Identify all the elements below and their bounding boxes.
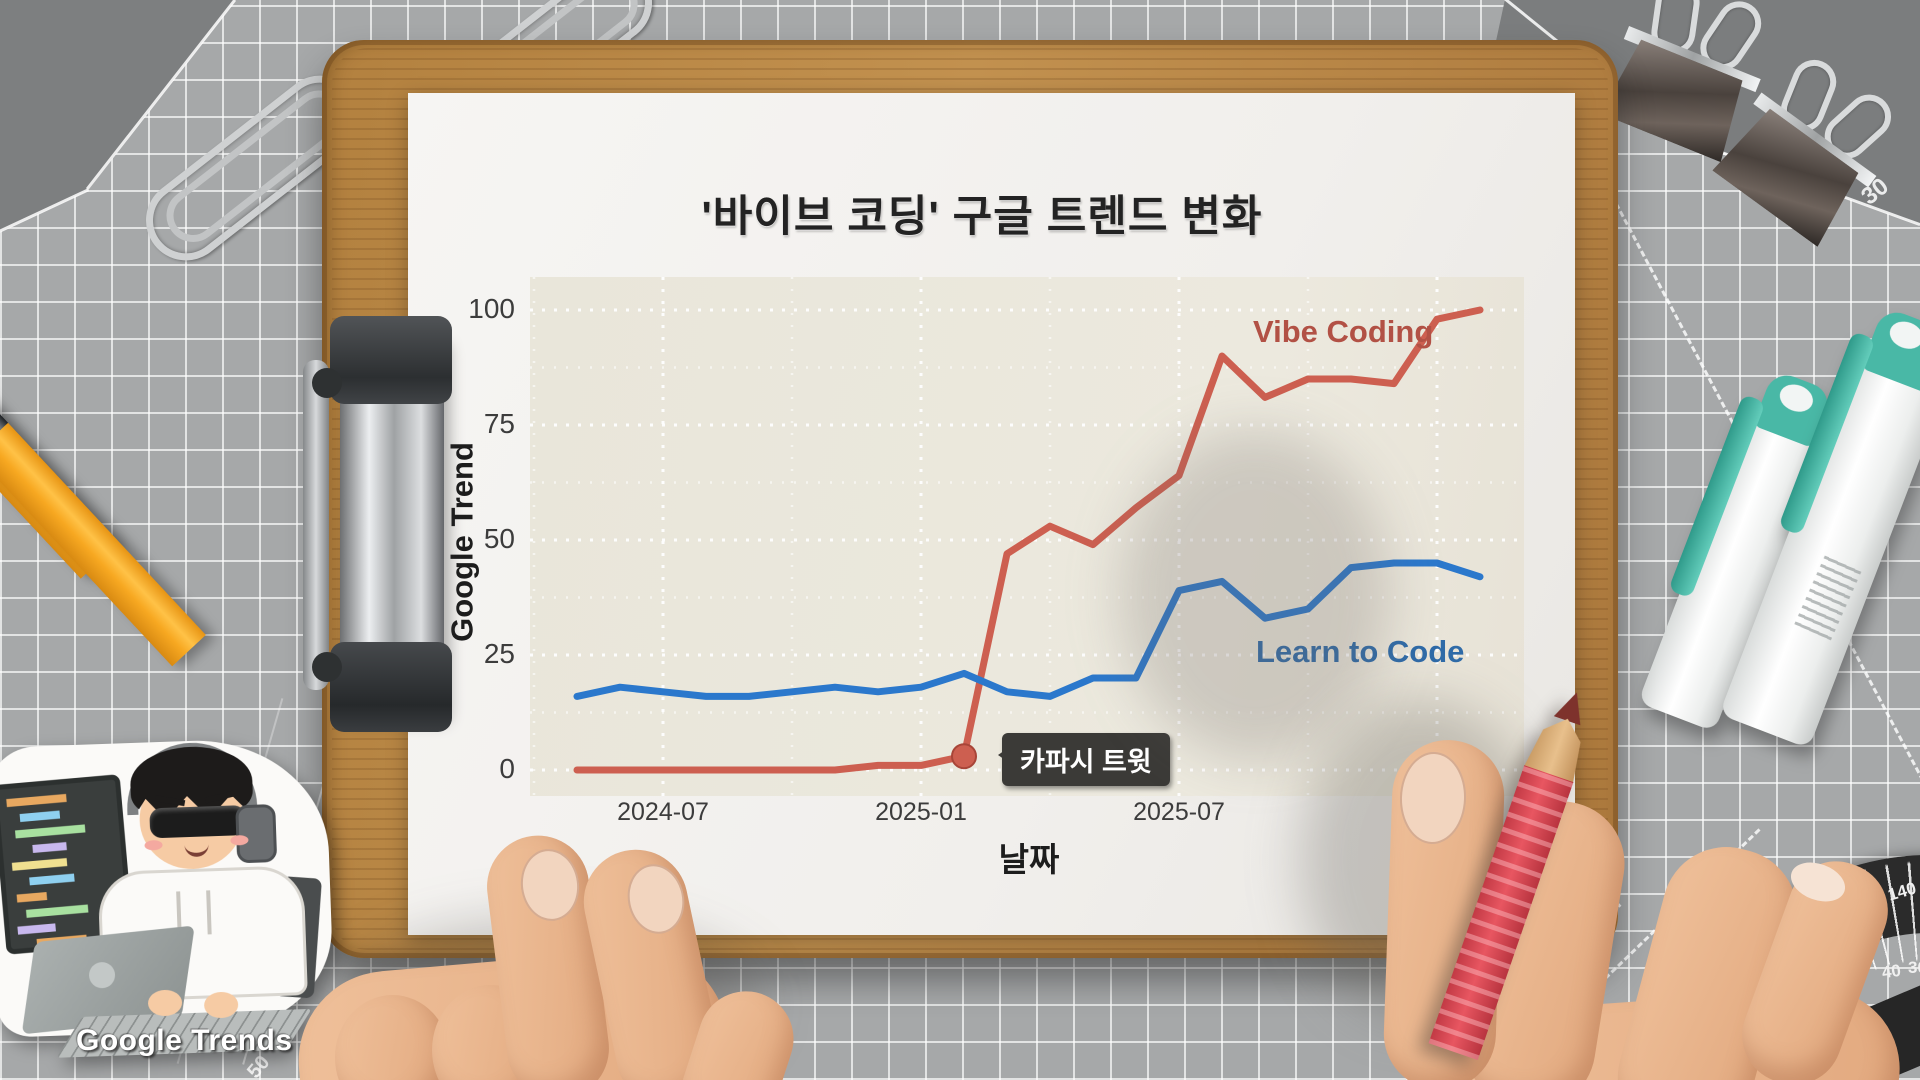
x-axis-label: 날짜 <box>998 841 1060 878</box>
y-tick-label: 25 <box>483 638 515 669</box>
google-trends-watermark: Google Trends <box>76 1024 293 1057</box>
x-tick-label: 2025-07 <box>1133 798 1225 826</box>
sticker-sunglasses <box>149 805 247 839</box>
series-label-vibe-coding: Vibe Coding <box>1253 314 1434 349</box>
y-tick-label: 50 <box>483 523 515 554</box>
annotation-tooltip: 카파시 트윗 <box>998 733 1170 786</box>
x-tick-label: 2024-07 <box>617 798 709 826</box>
protractor-number: 30 <box>1908 958 1920 977</box>
coder-sticker <box>0 736 335 1058</box>
y-tick-label: 0 <box>499 753 515 784</box>
y-tick-label: 100 <box>468 293 515 324</box>
pencil <box>0 350 206 667</box>
y-tick-label: 75 <box>483 408 515 439</box>
chart-title: '바이브 코딩' 구글 트렌드 변화 <box>701 193 1263 241</box>
protractor-number: 40 <box>1880 960 1903 983</box>
x-tick-label: 2025-01 <box>875 798 967 826</box>
hand-shadow <box>1120 430 1390 760</box>
